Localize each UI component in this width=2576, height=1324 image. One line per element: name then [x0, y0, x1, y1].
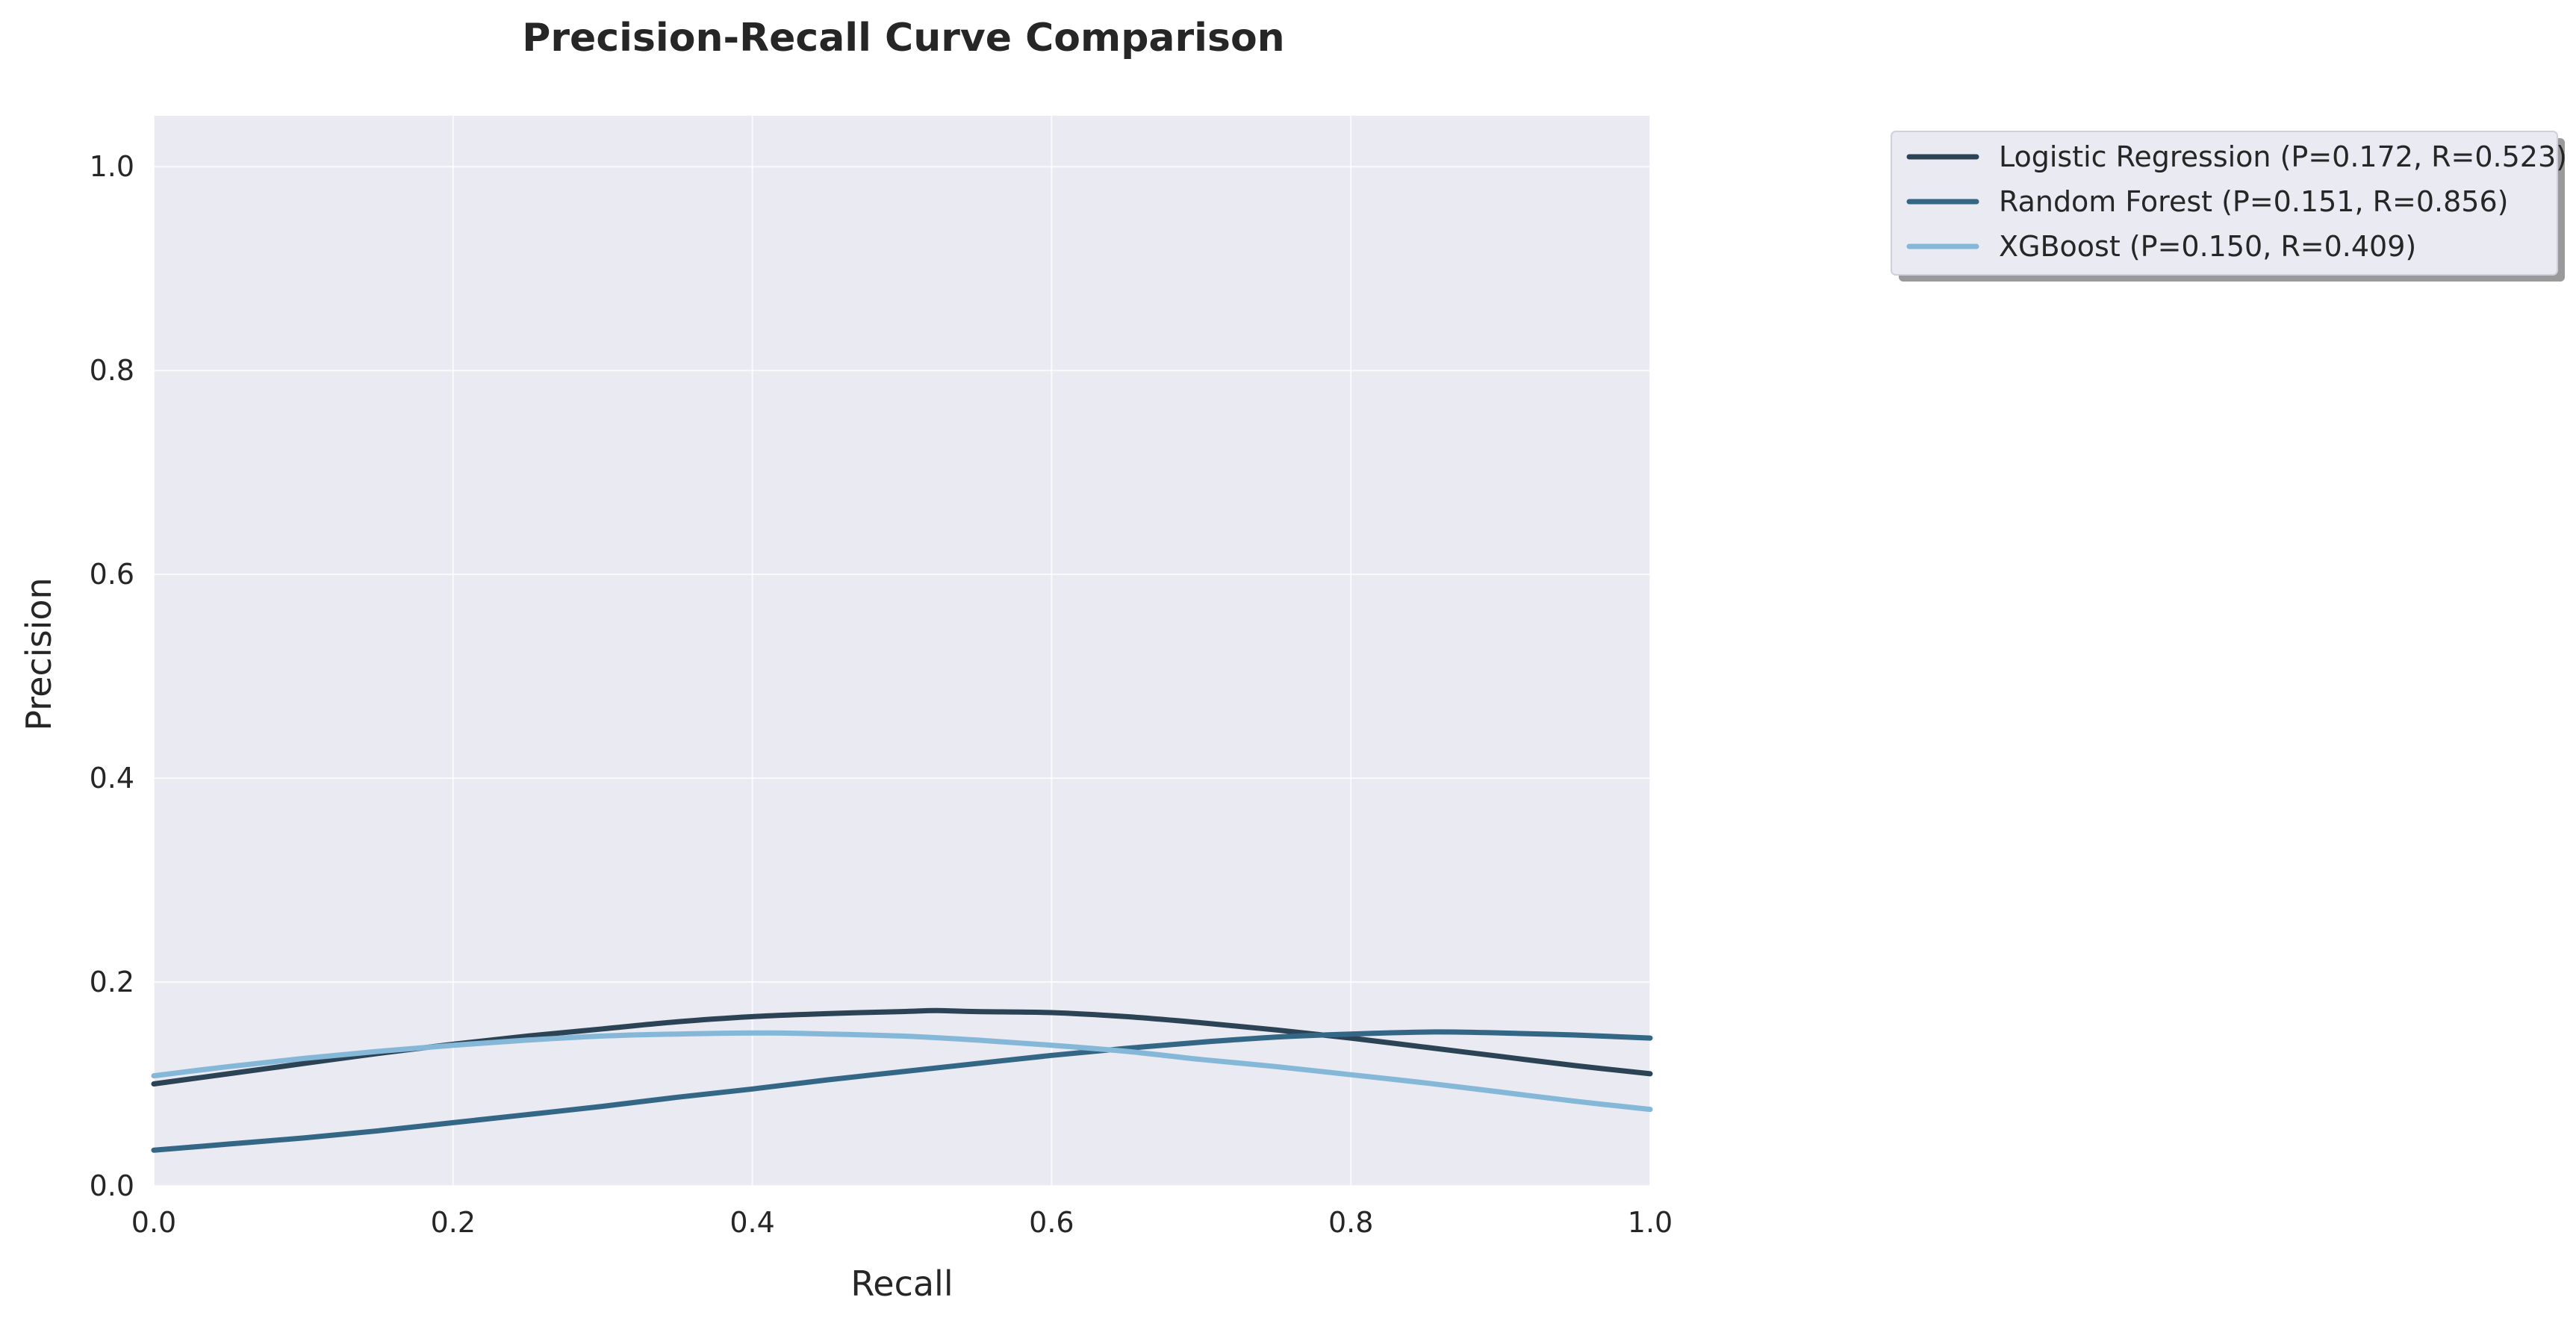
y-tick-label: 0.8: [90, 354, 134, 387]
x-tick-label: 0.6: [1029, 1206, 1074, 1239]
legend-box: [1891, 131, 2558, 276]
x-axis-label: Recall: [850, 1264, 953, 1304]
y-tick-label: 0.4: [90, 762, 134, 795]
x-tick-label: 0.8: [1328, 1206, 1373, 1239]
legend-label-0: Logistic Regression (P=0.172, R=0.523): [1999, 140, 2567, 173]
y-tick-label: 0.2: [90, 966, 134, 998]
x-tick-label: 1.0: [1628, 1206, 1673, 1239]
x-tick-label: 0.0: [131, 1206, 176, 1239]
y-axis-label: Precision: [19, 577, 59, 730]
legend-label-2: XGBoost (P=0.150, R=0.409): [1999, 230, 2416, 263]
grid-lines: [153, 116, 1651, 1187]
y-tick-label: 0.6: [90, 558, 134, 591]
y-tick-labels: 0.0 0.2 0.4 0.6 0.8 1.0: [90, 150, 134, 1202]
y-tick-label: 0.0: [90, 1169, 134, 1202]
x-tick-label: 0.4: [729, 1206, 774, 1239]
chart-title: Precision-Recall Curve Comparison: [522, 16, 1284, 60]
series-line-1: [151, 1029, 1653, 1153]
x-tick-label: 0.2: [431, 1206, 476, 1239]
x-tick-labels: 0.0 0.2 0.4 0.6 0.8 1.0: [131, 1206, 1673, 1239]
y-tick-label: 1.0: [90, 150, 134, 183]
legend-label-1: Random Forest (P=0.151, R=0.856): [1999, 185, 2508, 218]
plot-area: [154, 116, 1650, 1186]
series-lines: [151, 1007, 1653, 1153]
legend: Logistic Regression (P=0.172, R=0.523) Ra…: [1891, 131, 2567, 282]
legend-entries: Logistic Regression (P=0.172, R=0.523) Ra…: [1906, 140, 2567, 263]
series-line-2: [151, 1030, 1653, 1113]
